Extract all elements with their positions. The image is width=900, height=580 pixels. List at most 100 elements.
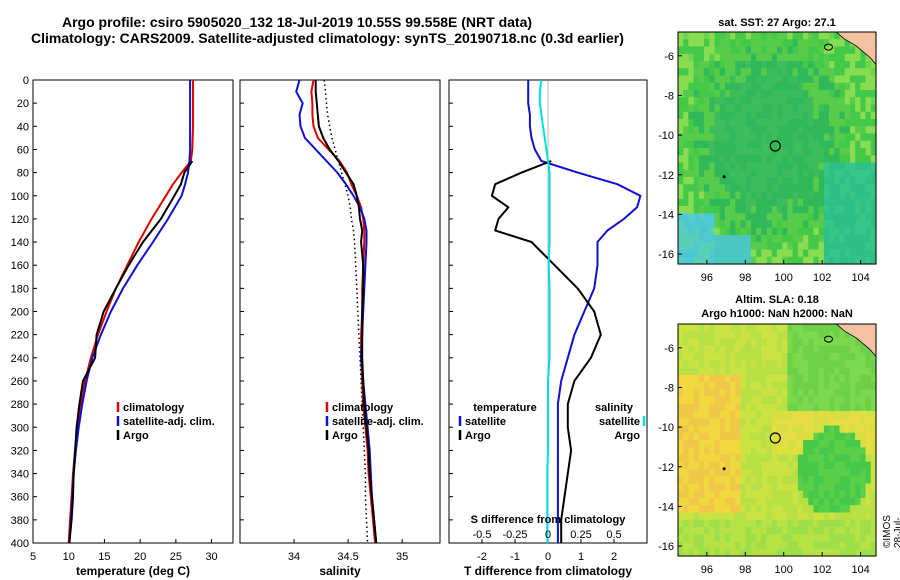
map-cell [766, 476, 773, 485]
map-cell [787, 97, 794, 106]
map-cell [829, 111, 835, 120]
map-cell [860, 155, 867, 164]
map-cell [688, 534, 695, 543]
map-cell [777, 440, 783, 448]
map-cell [771, 548, 778, 557]
map-cell [855, 360, 861, 369]
map-cell [688, 389, 695, 398]
map-cell [803, 90, 809, 98]
map-cell [834, 418, 841, 427]
map-cell [839, 454, 846, 463]
map-cell [693, 396, 700, 405]
map-cell [787, 483, 794, 492]
map-cell [813, 68, 820, 77]
map-cell [698, 119, 705, 127]
map-cell [730, 483, 736, 492]
map-cell [818, 534, 825, 543]
map-cell [782, 396, 789, 405]
map-cell [870, 126, 877, 135]
map-cell [782, 220, 789, 229]
map-cell [693, 432, 700, 441]
map-cell [724, 418, 731, 427]
map-cell [698, 548, 705, 557]
map-cell [834, 483, 841, 492]
map-cell [823, 256, 830, 265]
map-cell [787, 519, 794, 528]
map-cell [792, 403, 799, 412]
map-cell [714, 140, 721, 149]
map-cell [724, 32, 731, 40]
map-cell [698, 177, 705, 185]
map-cell [709, 111, 716, 120]
map-cell [782, 169, 789, 178]
map-cell [688, 519, 695, 528]
map-cell [839, 97, 846, 106]
map-cell [834, 206, 841, 214]
map-cell [724, 53, 731, 62]
map-cell [719, 155, 726, 164]
map-cell [865, 220, 872, 229]
map-cell [678, 155, 684, 164]
map-cell [678, 53, 684, 62]
map-cell [771, 425, 778, 434]
map-cell [803, 249, 809, 258]
map-cell [730, 490, 736, 499]
map-cell [724, 39, 731, 48]
map-cell [844, 39, 851, 48]
map-cell [735, 68, 742, 77]
map-cell [782, 476, 789, 485]
map-cell [849, 548, 856, 557]
map-cell [855, 519, 861, 528]
map-cell [808, 82, 815, 91]
map-cell [777, 331, 783, 340]
map-cell [688, 104, 695, 113]
map-cell [745, 461, 752, 470]
map-cell [678, 374, 684, 383]
map-cell [771, 39, 778, 48]
map-cell [724, 432, 731, 441]
map-cell [865, 425, 872, 434]
map-cell [777, 97, 783, 106]
map-cell [771, 184, 778, 193]
map-cell [688, 213, 695, 222]
map-cell [818, 512, 825, 521]
map-cell [855, 382, 861, 390]
map-cell [792, 213, 799, 222]
map-cell [803, 213, 809, 222]
map-cell [844, 111, 851, 120]
map-cell [683, 367, 690, 376]
map-cell [698, 360, 705, 369]
map-cell [865, 360, 872, 369]
map-cell [797, 425, 804, 434]
map-cell [688, 39, 695, 48]
map-cell [834, 213, 841, 222]
series-line-climatology [67, 80, 194, 544]
map-cell [839, 235, 846, 243]
map-cell [698, 220, 705, 229]
map-cell [818, 483, 825, 492]
map-cell [823, 97, 830, 106]
map-cell [818, 198, 825, 207]
map-cell [792, 191, 799, 200]
map-cell [740, 155, 747, 164]
map-cell [714, 360, 721, 369]
map-cell [782, 39, 789, 48]
map-cell [808, 133, 815, 142]
map-cell [865, 148, 872, 156]
map-cell [698, 206, 705, 214]
map-cell [844, 490, 851, 499]
map-cell [834, 184, 841, 193]
map-y-tick-label: -8 [664, 90, 674, 102]
map-cell [855, 454, 861, 463]
map-cell [724, 490, 731, 499]
map-cell [849, 519, 856, 528]
map-cell [761, 198, 768, 207]
map-cell [740, 541, 747, 550]
map-cell [787, 461, 794, 470]
map-cell [818, 206, 825, 214]
map-cell [860, 534, 867, 543]
map-cell [860, 90, 867, 98]
map-cell [818, 454, 825, 463]
map-cell [730, 425, 736, 434]
map-cell [719, 418, 726, 427]
